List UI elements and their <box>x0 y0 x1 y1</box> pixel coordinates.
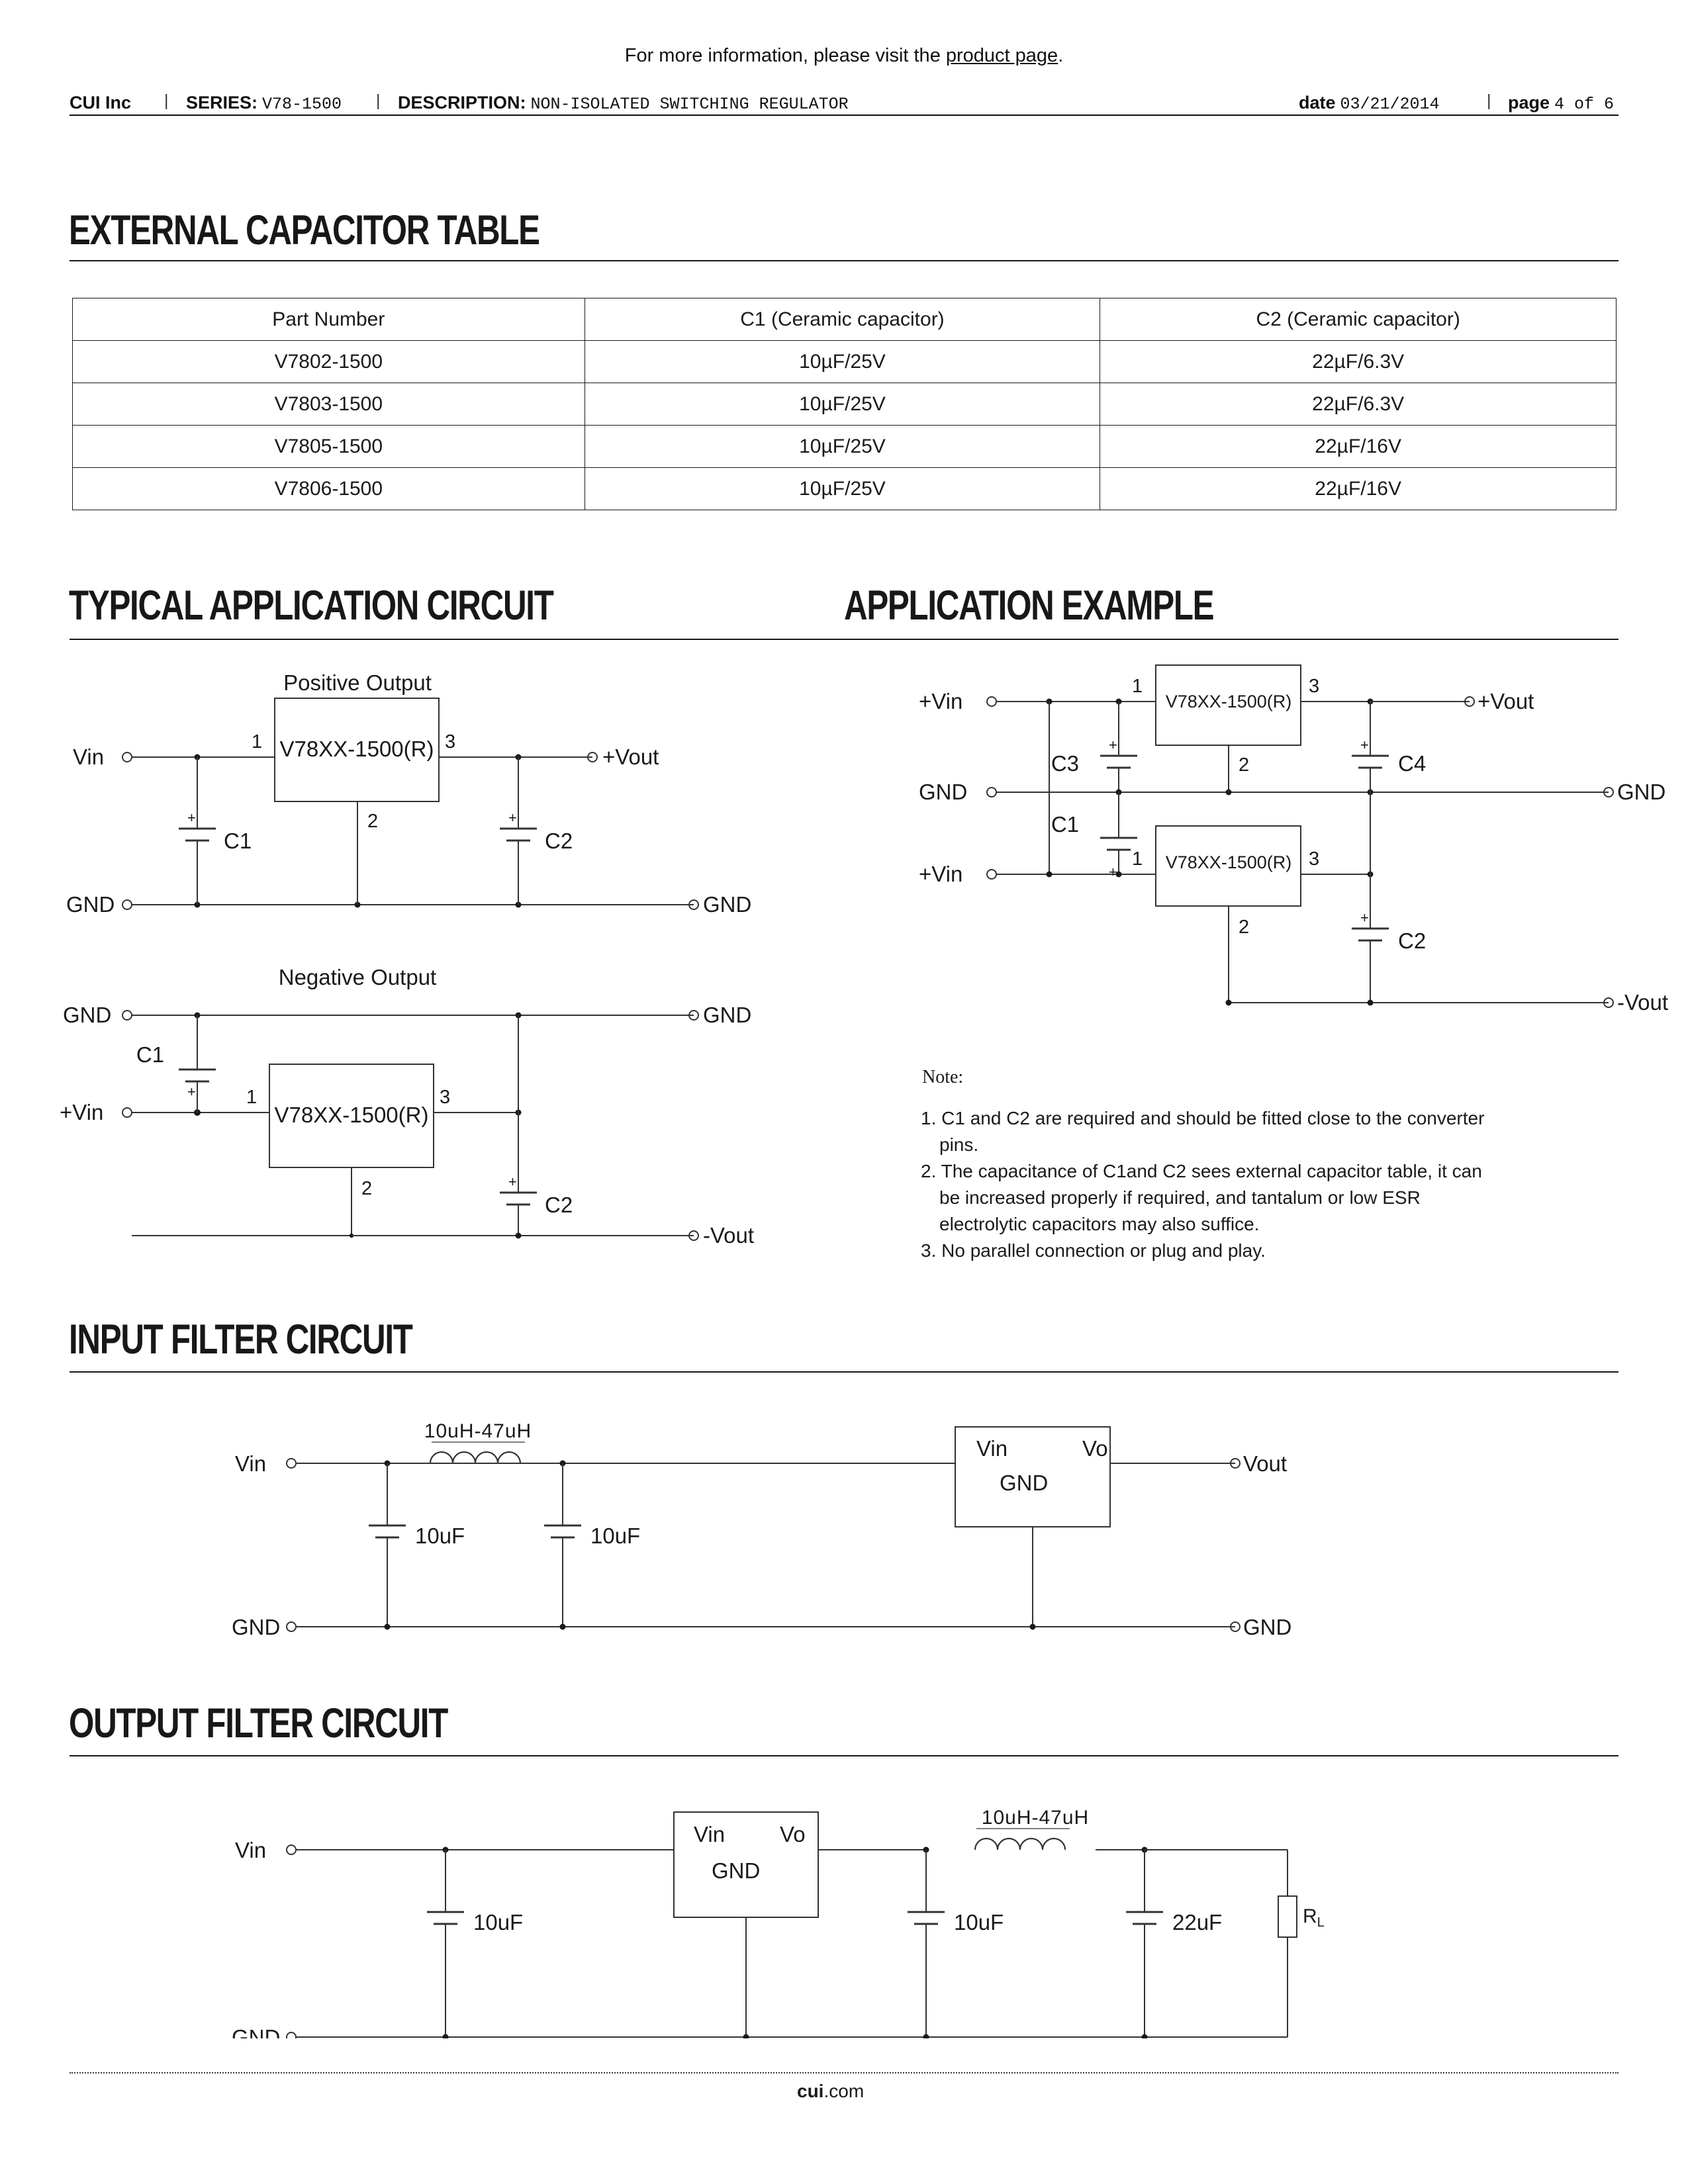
svg-text:Vin: Vin <box>976 1436 1008 1461</box>
svg-text:Vin: Vin <box>235 1451 266 1476</box>
svg-text:10uF: 10uF <box>415 1524 465 1548</box>
svg-text:Vout: Vout <box>1243 1451 1287 1476</box>
svg-text:C2: C2 <box>545 1193 573 1217</box>
svg-text:C1: C1 <box>1051 812 1079 837</box>
svg-text:GND: GND <box>1617 780 1665 804</box>
svg-text:10uF: 10uF <box>590 1524 640 1548</box>
svg-text:+: + <box>1109 864 1117 880</box>
svg-text:1: 1 <box>1132 848 1143 870</box>
svg-text:C1: C1 <box>224 829 252 853</box>
svg-text:22uF: 22uF <box>1172 1910 1222 1934</box>
svg-text:V78XX-1500(R): V78XX-1500(R) <box>1166 852 1292 872</box>
svg-text:+: + <box>187 809 196 826</box>
svg-text:2: 2 <box>361 1178 372 1199</box>
svg-text:Vo: Vo <box>780 1822 806 1846</box>
svg-text:10uF: 10uF <box>954 1910 1004 1934</box>
svg-text:V78XX-1500(R): V78XX-1500(R) <box>1166 692 1292 711</box>
svg-text:V78XX-1500(R): V78XX-1500(R) <box>275 1103 429 1127</box>
svg-text:C2: C2 <box>1398 929 1426 953</box>
svg-text:3: 3 <box>440 1087 450 1108</box>
svg-text:Vin: Vin <box>73 745 104 769</box>
svg-text:3: 3 <box>445 731 455 752</box>
svg-text:GND: GND <box>712 1858 760 1883</box>
svg-text:+: + <box>1360 909 1369 926</box>
svg-text:+Vin: +Vin <box>60 1100 103 1124</box>
svg-text:Vin: Vin <box>235 1838 266 1862</box>
svg-text:+: + <box>1360 737 1369 753</box>
svg-text:1: 1 <box>1132 676 1143 697</box>
svg-text:10uH-47uH: 10uH-47uH <box>982 1807 1089 1829</box>
svg-text:3: 3 <box>1309 676 1319 697</box>
svg-text:GND: GND <box>703 892 751 917</box>
svg-text:GND: GND <box>232 2025 280 2038</box>
svg-text:1: 1 <box>252 731 262 752</box>
svg-text:Vin: Vin <box>694 1822 725 1846</box>
svg-text:C4: C4 <box>1398 751 1426 776</box>
svg-text:GND: GND <box>919 780 967 804</box>
svg-text:GND: GND <box>63 1003 111 1027</box>
svg-text:GND: GND <box>66 892 115 917</box>
svg-text:C2: C2 <box>545 829 573 853</box>
svg-text:+: + <box>187 1083 196 1100</box>
svg-text:10uF: 10uF <box>473 1910 523 1934</box>
svg-text:10uH-47uH: 10uH-47uH <box>424 1420 532 1442</box>
svg-text:+: + <box>508 809 517 826</box>
svg-text:-Vout: -Vout <box>1617 990 1668 1015</box>
svg-text:Negative Output: Negative Output <box>279 965 436 989</box>
svg-text:GND: GND <box>703 1003 751 1027</box>
svg-text:Vo: Vo <box>1082 1436 1108 1461</box>
svg-text:2: 2 <box>1239 917 1249 938</box>
svg-text:C1: C1 <box>136 1042 164 1067</box>
svg-text:+Vout: +Vout <box>602 745 659 769</box>
svg-text:2: 2 <box>367 811 378 832</box>
svg-text:+: + <box>508 1173 517 1190</box>
svg-text:+: + <box>1109 737 1117 753</box>
svg-text:RL: RL <box>1303 1905 1325 1930</box>
svg-text:V78XX-1500(R): V78XX-1500(R) <box>280 737 434 761</box>
svg-text:Positive Output: Positive Output <box>283 670 432 695</box>
svg-text:1: 1 <box>246 1087 257 1108</box>
svg-text:+Vin: +Vin <box>919 862 962 886</box>
svg-text:+Vout: +Vout <box>1477 689 1534 713</box>
svg-text:3: 3 <box>1309 848 1319 870</box>
svg-text:2: 2 <box>1239 754 1249 776</box>
svg-text:GND: GND <box>1000 1471 1048 1495</box>
svg-text:GND: GND <box>1243 1615 1291 1639</box>
svg-text:C3: C3 <box>1051 751 1079 776</box>
svg-text:GND: GND <box>232 1615 280 1639</box>
svg-text:-Vout: -Vout <box>703 1223 754 1248</box>
svg-text:+Vin: +Vin <box>919 689 962 713</box>
